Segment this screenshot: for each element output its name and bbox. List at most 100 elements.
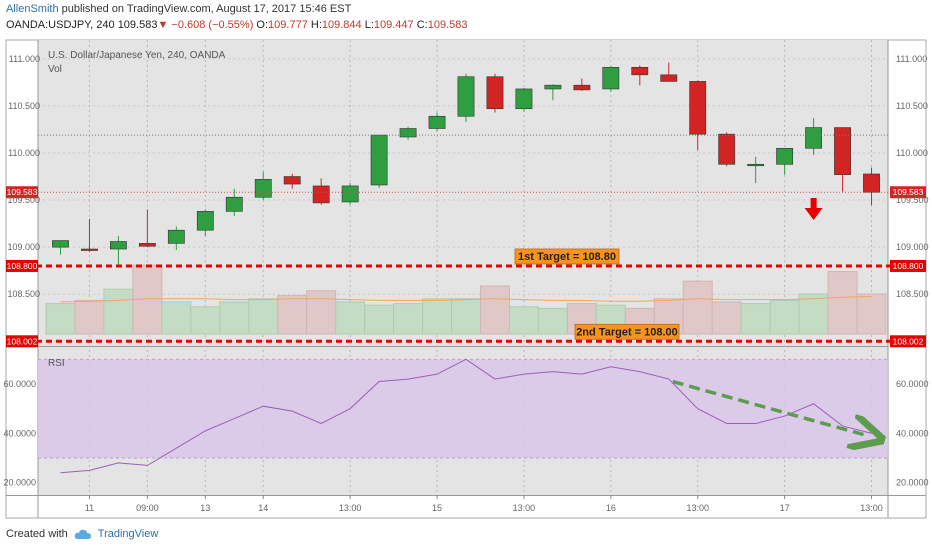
bearish-candle xyxy=(660,74,678,82)
bearish-candle xyxy=(863,173,880,193)
tradingview-link[interactable]: TradingView xyxy=(97,528,159,540)
bearish-candle xyxy=(573,84,591,91)
price-tick-right: 108.500 xyxy=(896,289,929,299)
volume-bar xyxy=(74,299,105,335)
open-value: 109.777 xyxy=(268,19,308,31)
bullish-candle xyxy=(52,240,69,248)
price-tick-right: 110.500 xyxy=(896,101,928,111)
rsi-indicator: 60.0000 60.0000 40.0000 40.0000 20.0000 20.00… xyxy=(3,358,929,488)
current-price-right-tag xyxy=(890,186,926,199)
tradingview-cloud-icon xyxy=(74,529,91,539)
bullish-candle xyxy=(254,179,272,198)
bullish-candle xyxy=(747,163,765,167)
symbol-label: OANDA:USDJPY, 240 xyxy=(6,19,115,31)
down-arrow-icon xyxy=(804,198,823,220)
volume-bar xyxy=(422,298,453,335)
price-tick-left: 111.000 xyxy=(9,54,40,64)
volume-bar xyxy=(682,280,713,335)
price-tick-left: 110.000 xyxy=(8,148,40,158)
target-left-text: 108.002 xyxy=(7,336,38,346)
time-tick-label: 11 xyxy=(85,503,94,513)
price-tick-right: 111.000 xyxy=(896,54,927,64)
rsi-band xyxy=(38,359,888,458)
low-label: L: xyxy=(364,19,374,31)
volume-bar xyxy=(711,301,742,335)
current-price-left-tag xyxy=(6,186,38,199)
candles[interactable] xyxy=(52,62,880,266)
time-tick-label: 13:00 xyxy=(860,503,883,513)
time-tick-label: 17 xyxy=(780,503,790,513)
time-tick-label: 15 xyxy=(432,503,442,513)
volume-bar xyxy=(827,271,858,335)
publish-line: AllenSmith published on TradingView.com,… xyxy=(6,3,351,15)
bearish-candle xyxy=(486,76,504,110)
bearish-candle xyxy=(718,133,736,165)
volume-bar xyxy=(335,301,366,335)
bullish-candle xyxy=(428,115,446,129)
bearish-candle xyxy=(631,67,649,76)
bullish-candle xyxy=(110,241,127,250)
volume-bar xyxy=(537,307,568,335)
volume-bar xyxy=(161,301,192,335)
rsi-tick-left: 20.0000 xyxy=(3,478,36,488)
low-value: 109.447 xyxy=(373,19,414,31)
volume-bar xyxy=(393,303,424,335)
author-link[interactable]: AllenSmith xyxy=(6,3,59,15)
target-label-box xyxy=(574,323,680,340)
ohlc-line: OANDA:USDJPY, 240 109.583▼ −0.608 (−0.55… xyxy=(6,19,467,31)
target-right-tag xyxy=(890,335,926,348)
bullish-candle xyxy=(196,211,214,231)
high-label: H: xyxy=(310,19,322,31)
time-tick-label: 13:00 xyxy=(686,503,709,513)
axis-labels: 111.000 111.000 110.500 110.500 110.000 110.0… xyxy=(7,54,928,513)
bearish-candle xyxy=(81,248,98,251)
volume-ma-line xyxy=(60,295,872,303)
price-change: −0.608 (−0.55%) xyxy=(171,19,254,31)
last-price: 109.583 xyxy=(117,19,158,31)
target-right-text: 108.800 xyxy=(893,261,924,271)
price-tick-left: 109.000 xyxy=(7,242,40,252)
target-left-tag xyxy=(6,259,38,272)
bullish-candle xyxy=(167,229,185,244)
close-label: C: xyxy=(416,19,428,31)
time-tick-label: 13 xyxy=(200,503,210,513)
close-value: 109.583 xyxy=(427,19,468,31)
overlays: 109.583 109.583 108.800 108.800 1st Target =… xyxy=(6,134,926,348)
time-tick-label: 13:00 xyxy=(513,503,536,513)
price-tick-left: 109.500 xyxy=(7,195,40,205)
down-triangle-icon: ▼ xyxy=(157,19,169,31)
target-left-text: 108.800 xyxy=(7,261,38,271)
rsi-tick-right: 40.0000 xyxy=(896,428,929,438)
volume-label: Vol xyxy=(48,64,62,75)
price-tick-right: 109.000 xyxy=(896,242,929,252)
rsi-tick-left: 60.0000 xyxy=(3,379,36,389)
bullish-candle xyxy=(225,196,243,212)
volume-bar xyxy=(508,306,539,335)
volume-bar xyxy=(740,303,771,335)
open-label: O: xyxy=(256,19,269,31)
target-label-box xyxy=(514,248,620,265)
bullish-candle xyxy=(544,84,562,90)
volume-bar xyxy=(248,298,279,335)
bullish-candle xyxy=(776,147,794,165)
price-tick-left: 108.500 xyxy=(7,289,40,299)
bearish-candle xyxy=(834,127,851,175)
time-tick-label: 16 xyxy=(606,503,616,513)
rsi-tick-right: 60.0000 xyxy=(896,379,929,389)
bullish-candle xyxy=(457,76,475,117)
volume-bar xyxy=(219,301,250,335)
target-label-text: 1st Target = 108.80 xyxy=(518,251,616,263)
bullish-candle xyxy=(399,128,417,138)
target-label-text: 2nd Target = 108.00 xyxy=(576,326,678,338)
volume-bar xyxy=(103,288,134,335)
target-right-tag xyxy=(890,259,926,272)
volume-bar xyxy=(306,290,337,335)
rsi-line xyxy=(60,358,872,474)
bullish-candle xyxy=(341,185,359,203)
volume-bar xyxy=(45,303,76,335)
published-text: published on TradingView.com, August 17,… xyxy=(61,3,352,15)
bearish-candle xyxy=(283,176,301,185)
high-value: 109.844 xyxy=(321,19,362,31)
price-tick-right: 109.500 xyxy=(896,195,929,205)
